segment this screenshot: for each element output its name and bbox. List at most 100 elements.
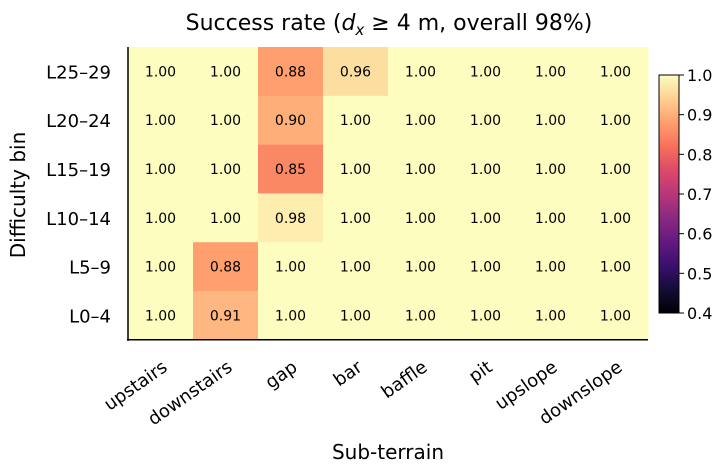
heatmap-cell [518, 144, 584, 194]
y-tick-label: L25–29 [46, 62, 111, 83]
cell-value-label: 1.00 [600, 162, 631, 178]
heatmap-cell [323, 242, 389, 292]
heatmap-cells [128, 47, 649, 341]
heatmap-cell [583, 144, 649, 194]
cell-value-label: 1.00 [470, 162, 501, 178]
heatmap-cell [128, 242, 194, 292]
heatmap-cell [453, 144, 519, 194]
cell-value-label: 1.00 [600, 260, 631, 276]
cell-value-label: 1.00 [600, 113, 631, 129]
cell-value-label: 1.00 [210, 162, 241, 178]
heatmap-cell [388, 242, 454, 292]
heatmap-cell [453, 47, 519, 97]
cell-value-label: 1.00 [470, 211, 501, 227]
colorbar-tick-label: 0.8 [687, 145, 712, 164]
heatmap-cell [388, 95, 454, 146]
heatmap-cell [323, 193, 389, 243]
heatmap-cell [583, 193, 649, 243]
cell-value-label: 1.00 [600, 211, 631, 227]
title-prefix: Success rate ( [186, 11, 342, 36]
x-tick-label: baffle [378, 357, 432, 403]
cell-value-label: 1.00 [535, 308, 566, 324]
title-dx: d [341, 11, 356, 36]
cell-value-label: 1.00 [340, 162, 371, 178]
heatmap-cell [128, 291, 194, 341]
y-tick-label: L20–24 [46, 111, 111, 132]
axes [127, 47, 648, 341]
heatmap-cell [128, 144, 194, 194]
heatmap-cell [258, 95, 324, 146]
heatmap-cell [518, 242, 584, 292]
heatmap-cell [323, 144, 389, 194]
heatmap-cell [583, 95, 649, 146]
heatmap-cell [258, 291, 324, 341]
heatmap-cell [193, 47, 259, 97]
cell-value-label: 0.96 [340, 64, 371, 80]
heatmap-cell [193, 242, 259, 292]
cell-value-label: 1.00 [340, 211, 371, 227]
cell-value-label: 1.00 [145, 162, 176, 178]
cell-value-label: 1.00 [275, 260, 306, 276]
cell-value-label: 1.00 [535, 64, 566, 80]
cell-value-label: 1.00 [340, 113, 371, 129]
colorbar-tick-label: 0.7 [687, 185, 712, 204]
cell-value-label: 1.00 [405, 260, 436, 276]
cell-value-label: 1.00 [145, 64, 176, 80]
heatmap-cell [128, 193, 194, 243]
x-axis-label: Sub-terrain [332, 440, 444, 464]
cell-value-label: 0.88 [275, 64, 306, 80]
y-axis-label: Difficulty bin [6, 132, 30, 258]
title-sub: x [354, 21, 364, 39]
heatmap-cell [388, 144, 454, 194]
cell-value-label: 1.00 [535, 211, 566, 227]
y-tick-label: L0–4 [69, 306, 111, 327]
cell-value-label: 1.00 [405, 113, 436, 129]
heatmap-cell [323, 47, 389, 97]
heatmap-cell [453, 242, 519, 292]
heatmap-cell [453, 95, 519, 146]
cell-value-label: 1.00 [340, 260, 371, 276]
heatmap-cell-labels: 1.00 1.00 0.88 0.96 1.00 1.00 1.00 1.00 1.00 1.00… [145, 64, 631, 324]
heatmap-cell [193, 144, 259, 194]
y-tick-label: L5–9 [69, 258, 111, 279]
colorbar-gradient [658, 74, 680, 314]
heatmap-cell [518, 291, 584, 341]
colorbar-tick-label: 1.0 [687, 66, 712, 85]
heatmap-cell [323, 95, 389, 146]
cell-value-label: 1.00 [535, 162, 566, 178]
cell-value-label: 1.00 [340, 308, 371, 324]
heatmap-cell [388, 47, 454, 97]
cell-value-label: 0.98 [275, 211, 306, 227]
cell-value-label: 1.00 [210, 64, 241, 80]
cell-value-label: 1.00 [405, 64, 436, 80]
colorbar-tick-label: 0.6 [687, 225, 712, 244]
heatmap-cell [193, 95, 259, 146]
cell-value-label: 0.88 [210, 260, 241, 276]
heatmap-cell [453, 193, 519, 243]
x-tick-label: pit [465, 357, 496, 388]
cell-value-label: 0.85 [275, 162, 306, 178]
cell-value-label: 1.00 [470, 113, 501, 129]
cell-value-label: 1.00 [405, 308, 436, 324]
heatmap-cell [323, 291, 389, 341]
x-tick-label: gap [262, 357, 302, 394]
cell-value-label: 0.91 [210, 308, 241, 324]
cell-value-label: 0.90 [275, 113, 306, 129]
colorbar: 0.4 0.5 0.6 0.7 0.8 0.9 1.0 [658, 66, 712, 323]
cell-value-label: 1.00 [405, 211, 436, 227]
x-tick-label: bar [330, 356, 367, 391]
heatmap-cell [583, 291, 649, 341]
cell-value-label: 1.00 [145, 308, 176, 324]
heatmap-cell [128, 47, 194, 97]
heatmap-cell [258, 193, 324, 243]
cell-value-label: 1.00 [405, 162, 436, 178]
heatmap-cell [583, 242, 649, 292]
heatmap-cell [518, 47, 584, 97]
cell-value-label: 1.00 [145, 260, 176, 276]
cell-value-label: 1.00 [210, 113, 241, 129]
cell-value-label: 1.00 [145, 113, 176, 129]
colorbar-tick-label: 0.4 [687, 304, 712, 323]
y-tick-labels: L25–29 L20–24 L15–19 L10–14 L5–9 L0–4 [46, 62, 111, 327]
heatmap-cell [583, 47, 649, 97]
